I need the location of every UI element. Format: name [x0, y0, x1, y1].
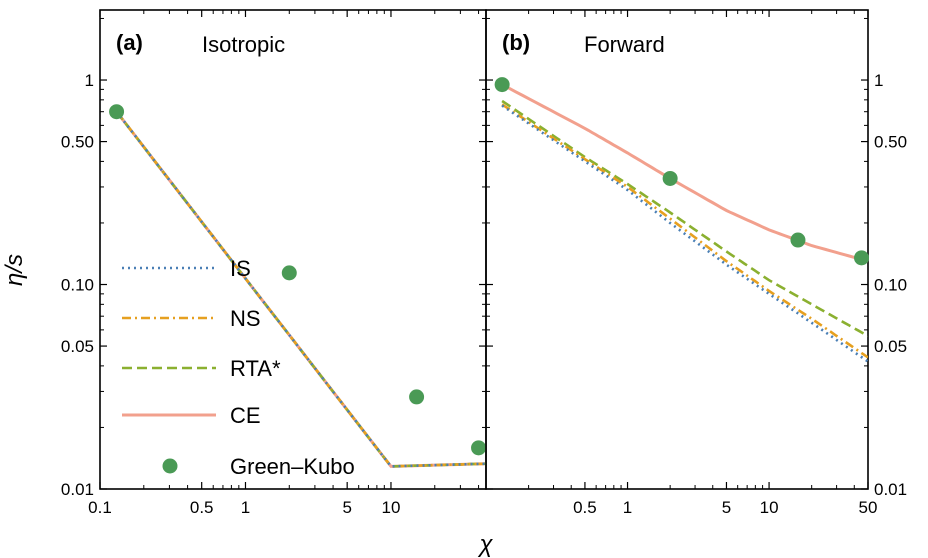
- panel-tag: (b): [502, 30, 530, 55]
- panel-title: Isotropic: [202, 32, 285, 57]
- green-kubo-point: [662, 170, 678, 186]
- x-tick-label: 0.1: [88, 498, 112, 517]
- green-kubo-point: [471, 440, 487, 456]
- x-tick-label: 0.5: [190, 498, 214, 517]
- legend-label: Green–Kubo: [230, 454, 355, 479]
- y-tick-label: 0.05: [61, 337, 94, 356]
- y-tick-label: 0.50: [874, 133, 907, 152]
- y-axis-label: η/s: [1, 254, 28, 286]
- legend-label: RTA*: [230, 356, 281, 381]
- panel-b: 0.5 1 5 10 500.01 0.05 0.10 0.50 1 (b) Forward: [485, 9, 907, 517]
- green-kubo-point: [109, 104, 125, 120]
- x-tick-label: 10: [382, 498, 401, 517]
- x-tick-label: 10: [760, 498, 779, 517]
- green-kubo-point: [854, 250, 870, 266]
- series-line-rta: [115, 110, 486, 468]
- series-line-ns: [501, 103, 868, 359]
- x-tick-label: 1: [241, 498, 250, 517]
- plot-frame: [485, 9, 869, 490]
- y-tick-label: 0.05: [874, 337, 907, 356]
- panel-title: Forward: [584, 32, 665, 57]
- panel-tag: (a): [116, 30, 143, 55]
- x-tick-label: 50: [859, 498, 878, 517]
- x-tick-label: 5: [342, 498, 351, 517]
- y-tick-label: 0.01: [61, 480, 94, 499]
- y-tick-label: 1: [874, 71, 883, 90]
- series-line-is: [115, 110, 486, 468]
- y-tick-label: 0.50: [61, 133, 94, 152]
- panel-a: 0.1 0.5 1 5 10 0.01 0.05 0.10 0.50 1 (a) Isotropic: [61, 9, 487, 517]
- legend-label: NS: [230, 306, 261, 331]
- green-kubo-point: [494, 77, 510, 93]
- series-line-is: [501, 104, 868, 363]
- series-line-rta: [501, 99, 868, 338]
- series-line-ns: [115, 110, 486, 468]
- y-tick-label: 0.10: [874, 276, 907, 295]
- legend-label: CE: [230, 403, 261, 428]
- legend-label: IS: [230, 256, 251, 281]
- x-tick-label: 0.5: [573, 498, 597, 517]
- series-line-ce: [115, 110, 486, 468]
- y-tick-label: 1: [85, 71, 94, 90]
- green-kubo-point: [790, 232, 806, 248]
- y-tick-label: 0.10: [61, 276, 94, 295]
- legend-marker: [162, 458, 178, 474]
- plot-frame: [99, 9, 487, 490]
- x-tick-label: 1: [623, 498, 632, 517]
- green-kubo-point: [281, 265, 297, 281]
- legend: IS NS RTA* CE Green–Kubo: [122, 256, 355, 479]
- x-axis-label: χ: [477, 531, 493, 558]
- green-kubo-point: [409, 389, 425, 405]
- y-tick-label: 0.01: [874, 480, 907, 499]
- x-tick-label: 5: [722, 498, 731, 517]
- series-line-ce: [501, 83, 868, 263]
